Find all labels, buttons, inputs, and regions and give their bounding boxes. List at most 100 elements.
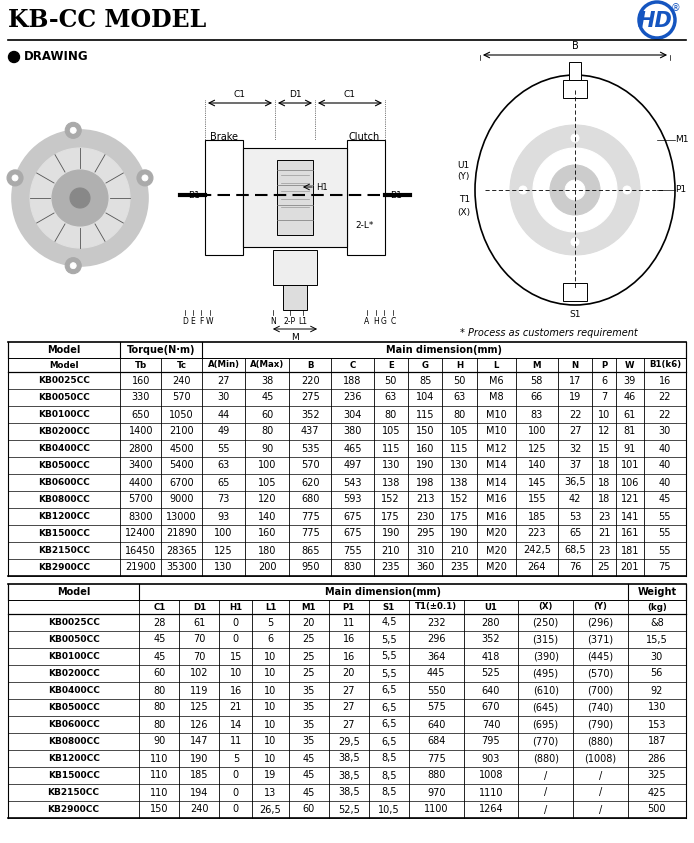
Text: 53: 53 [569, 512, 582, 522]
Text: 5400: 5400 [169, 460, 194, 470]
Text: D: D [182, 317, 188, 326]
Text: M: M [291, 333, 299, 342]
Text: 232: 232 [427, 618, 446, 627]
Circle shape [623, 186, 631, 194]
Text: 68,5: 68,5 [564, 545, 586, 556]
Text: 6,5: 6,5 [381, 737, 397, 747]
Text: 0: 0 [232, 771, 239, 781]
Text: 190: 190 [382, 529, 400, 539]
Text: S1: S1 [383, 603, 395, 611]
Text: 115: 115 [382, 443, 400, 454]
Text: 36,5: 36,5 [564, 477, 586, 487]
Text: D1: D1 [289, 90, 301, 99]
Text: 120: 120 [258, 495, 277, 504]
Text: (1008): (1008) [584, 754, 616, 764]
Text: Clutch: Clutch [349, 132, 380, 142]
Text: 17: 17 [569, 375, 582, 385]
Text: (250): (250) [532, 618, 559, 627]
Text: 80: 80 [261, 427, 273, 437]
Text: 242,5: 242,5 [523, 545, 551, 556]
Circle shape [533, 148, 617, 232]
Text: Tb: Tb [135, 361, 147, 369]
Text: 35: 35 [303, 719, 315, 729]
Text: C1: C1 [234, 90, 246, 99]
Bar [563, 80, 587, 98]
Text: 40: 40 [659, 460, 671, 470]
Text: 1264: 1264 [479, 804, 503, 814]
Circle shape [30, 148, 130, 248]
Text: (880): (880) [587, 737, 613, 747]
Text: 950: 950 [301, 562, 319, 572]
Text: M: M [532, 361, 541, 369]
Text: 437: 437 [301, 427, 319, 437]
Text: 10: 10 [264, 652, 277, 662]
Text: 90: 90 [261, 443, 273, 454]
Text: KB2900CC: KB2900CC [48, 805, 100, 814]
Text: /: / [544, 804, 548, 814]
Text: 190: 190 [416, 460, 434, 470]
Text: /: / [599, 771, 602, 781]
Text: 1100: 1100 [424, 804, 448, 814]
Text: 10: 10 [230, 668, 242, 679]
Text: 525: 525 [482, 668, 500, 679]
Text: 190: 190 [450, 529, 468, 539]
Text: (371): (371) [587, 635, 613, 645]
Text: 210: 210 [382, 545, 400, 556]
Text: 230: 230 [416, 512, 434, 522]
Text: KB0025CC: KB0025CC [48, 618, 99, 627]
Text: 119: 119 [190, 685, 209, 695]
Text: 740: 740 [482, 719, 500, 729]
Text: 45: 45 [261, 393, 273, 402]
Text: 27: 27 [217, 375, 230, 385]
Text: H: H [373, 317, 379, 326]
Text: 35: 35 [303, 685, 315, 695]
Text: G: G [422, 361, 429, 369]
Text: 190: 190 [190, 754, 209, 764]
Text: 21: 21 [230, 702, 242, 712]
Text: 5,5: 5,5 [381, 652, 397, 662]
Text: 198: 198 [416, 477, 434, 487]
Text: 0: 0 [232, 635, 239, 645]
Text: 92: 92 [651, 685, 663, 695]
Text: 185: 185 [527, 512, 546, 522]
Text: 45: 45 [153, 652, 165, 662]
Text: 27: 27 [343, 685, 355, 695]
Text: 755: 755 [343, 545, 362, 556]
Text: Main dimension(mm): Main dimension(mm) [386, 345, 502, 355]
Text: 8,5: 8,5 [381, 787, 397, 797]
Text: 45: 45 [303, 754, 315, 764]
Text: 10: 10 [264, 668, 277, 679]
Text: (390): (390) [533, 652, 559, 662]
Text: 10: 10 [598, 410, 610, 420]
Text: E: E [191, 317, 196, 326]
Text: M10: M10 [486, 427, 507, 437]
Text: 27: 27 [569, 427, 582, 437]
Text: (X): (X) [539, 603, 553, 611]
Text: 18: 18 [598, 460, 610, 470]
Text: 55: 55 [659, 545, 671, 556]
Text: 126: 126 [190, 719, 209, 729]
Text: 56: 56 [651, 668, 663, 679]
Text: 160: 160 [258, 529, 276, 539]
Text: (645): (645) [532, 702, 559, 712]
Text: 4500: 4500 [169, 443, 194, 454]
Text: 80: 80 [153, 719, 165, 729]
Text: 22: 22 [659, 410, 671, 420]
Text: 80: 80 [153, 702, 165, 712]
Text: 220: 220 [301, 375, 320, 385]
Text: 223: 223 [527, 529, 546, 539]
Text: 310: 310 [416, 545, 434, 556]
Text: Model: Model [48, 345, 81, 355]
Text: 21: 21 [598, 529, 610, 539]
Text: 543: 543 [344, 477, 362, 487]
Text: /: / [599, 787, 602, 797]
Text: 160: 160 [416, 443, 434, 454]
Text: M16: M16 [486, 512, 507, 522]
Text: 25: 25 [598, 562, 610, 572]
Text: (kg): (kg) [647, 603, 667, 611]
Text: S1: S1 [569, 310, 581, 319]
Text: 264: 264 [527, 562, 546, 572]
Text: (740): (740) [587, 702, 613, 712]
Text: 360: 360 [416, 562, 434, 572]
Text: 80: 80 [153, 685, 165, 695]
